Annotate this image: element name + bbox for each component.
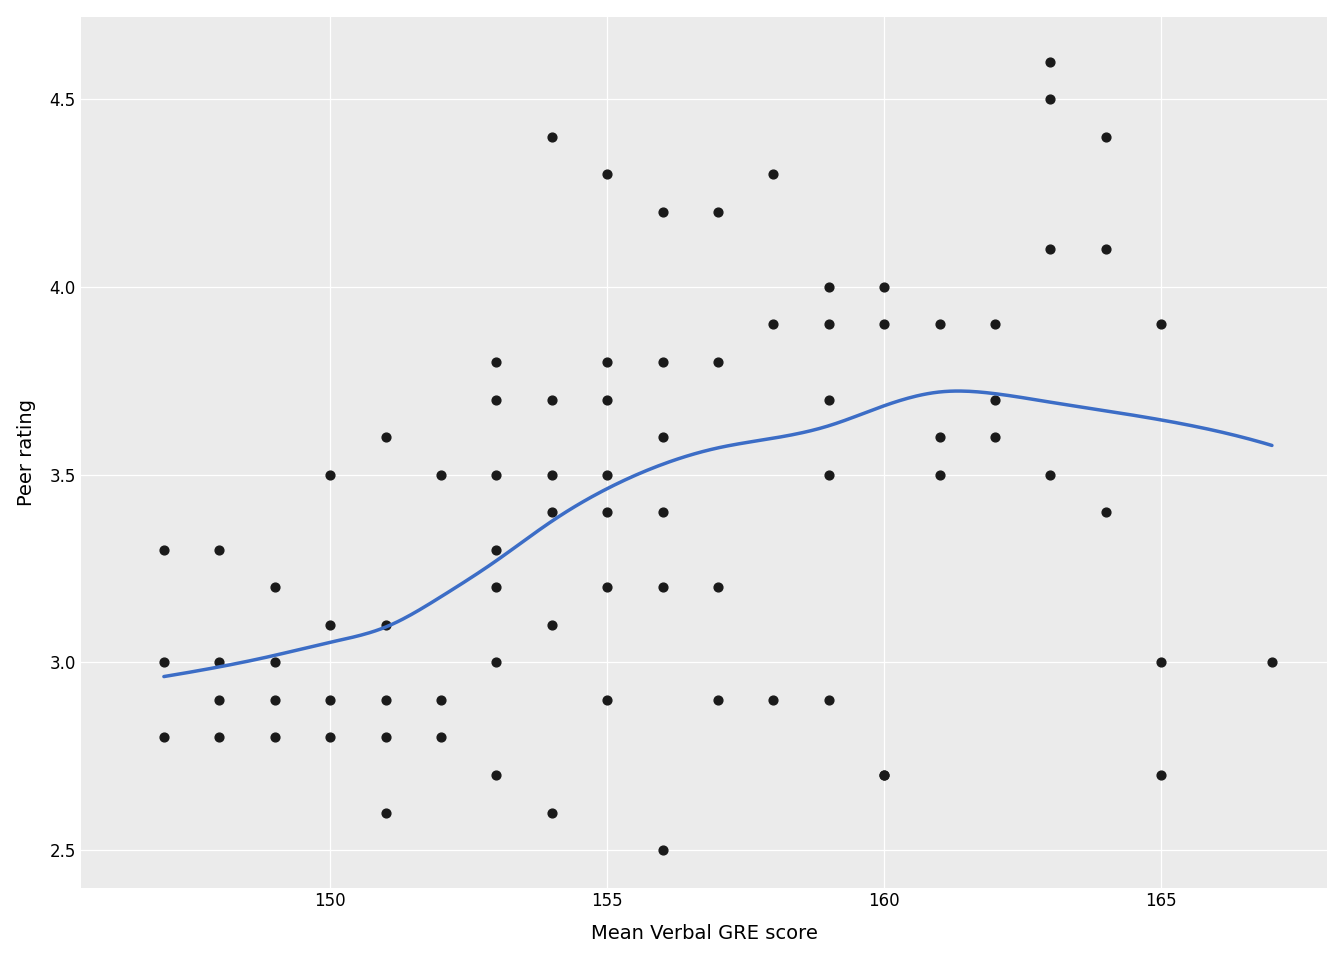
Point (430, 467, 452, 482)
Point (818, 692, 840, 708)
Point (485, 354, 507, 370)
Point (153, 730, 175, 745)
Point (485, 655, 507, 670)
Point (874, 279, 895, 295)
Point (929, 317, 950, 332)
Point (375, 429, 396, 444)
Point (929, 429, 950, 444)
Point (762, 317, 784, 332)
Point (485, 392, 507, 407)
Point (874, 767, 895, 782)
Point (263, 580, 285, 595)
Point (652, 204, 673, 220)
Point (818, 467, 840, 482)
Point (818, 392, 840, 407)
Point (707, 204, 728, 220)
Point (652, 842, 673, 857)
Point (375, 804, 396, 820)
Point (375, 692, 396, 708)
Point (818, 279, 840, 295)
Point (320, 617, 341, 633)
Point (153, 655, 175, 670)
Point (208, 542, 230, 558)
Point (375, 617, 396, 633)
Point (707, 354, 728, 370)
Point (597, 167, 618, 182)
Point (1039, 54, 1060, 69)
Point (1150, 317, 1172, 332)
Point (652, 505, 673, 520)
Point (652, 354, 673, 370)
Point (1039, 242, 1060, 257)
Point (597, 580, 618, 595)
Point (652, 429, 673, 444)
Point (1039, 91, 1060, 107)
Point (263, 655, 285, 670)
Point (1095, 129, 1117, 144)
Point (874, 317, 895, 332)
Point (707, 692, 728, 708)
Point (485, 580, 507, 595)
Point (1039, 467, 1060, 482)
Point (818, 317, 840, 332)
Point (929, 467, 950, 482)
Point (430, 692, 452, 708)
Point (984, 317, 1005, 332)
Point (1095, 242, 1117, 257)
Point (430, 730, 452, 745)
Point (707, 580, 728, 595)
Point (762, 167, 784, 182)
Point (540, 467, 562, 482)
Point (540, 505, 562, 520)
Point (1150, 767, 1172, 782)
Point (320, 467, 341, 482)
Point (375, 730, 396, 745)
Point (208, 692, 230, 708)
Point (485, 467, 507, 482)
Point (485, 767, 507, 782)
X-axis label: Mean Verbal GRE score: Mean Verbal GRE score (590, 924, 817, 944)
Point (540, 617, 562, 633)
Point (597, 467, 618, 482)
Point (874, 767, 895, 782)
Point (1095, 505, 1117, 520)
Point (1150, 655, 1172, 670)
Point (597, 392, 618, 407)
Point (597, 354, 618, 370)
Point (540, 129, 562, 144)
Point (320, 692, 341, 708)
Point (263, 692, 285, 708)
Point (263, 730, 285, 745)
Point (208, 730, 230, 745)
Point (762, 692, 784, 708)
Y-axis label: Peer rating: Peer rating (16, 398, 36, 506)
Point (652, 580, 673, 595)
Point (540, 804, 562, 820)
Point (984, 392, 1005, 407)
Point (320, 730, 341, 745)
Point (597, 505, 618, 520)
Point (153, 542, 175, 558)
Point (597, 692, 618, 708)
Point (984, 429, 1005, 444)
Point (208, 655, 230, 670)
Point (1261, 655, 1282, 670)
Point (540, 392, 562, 407)
Point (485, 542, 507, 558)
